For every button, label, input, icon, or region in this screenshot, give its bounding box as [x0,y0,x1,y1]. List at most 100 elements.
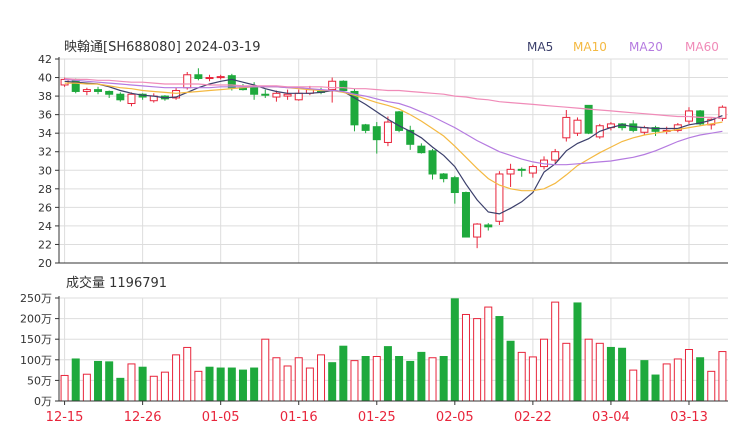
candle-body [718,106,727,119]
volume-tick-label: 200万 [20,313,52,326]
x-tick-label: 01-05 [202,410,240,425]
volume-tick-label: 100万 [20,354,52,367]
volume-bar [584,338,593,402]
volume-bar [294,357,303,402]
volume-bar [629,369,638,402]
volume-bar [60,374,69,402]
volume-bar [383,346,392,402]
volume-bar [551,301,560,402]
price-tick-label: 40 [38,72,52,85]
candle-body [71,78,80,92]
volume-bar [116,377,125,402]
price-tick-label: 22 [38,238,52,251]
volume-bar [528,356,537,402]
volume-bar [138,366,147,402]
volume-bar [651,374,660,402]
volume-tick-label: 50万 [27,374,52,387]
volume-y-axis: 0万 50万 100万 150万 200万 250万 [20,292,60,408]
legend-item: MA60 [685,40,719,54]
x-tick-label: 12-26 [124,410,162,425]
price-tick-label: 42 [38,53,52,66]
candle-body [328,80,337,91]
price-tick-label: 36 [38,109,52,122]
candle-body [372,126,381,141]
volume-bar [696,357,705,402]
volume-bar [227,367,236,402]
volume-bar [238,369,247,402]
legend-item: MA20 [629,40,663,54]
candle-body [651,127,660,132]
candle-body [361,124,370,131]
date-x-axis: 12-15 12-26 01-05 01-16 01-25 02-05 02-22 03-04… [46,400,728,425]
candle-body [172,90,181,99]
ma-line [64,77,723,119]
volume-bar [160,371,169,402]
x-tick-label: 02-22 [514,410,552,425]
x-tick-label: 02-05 [436,410,474,425]
volume-bar [339,345,348,402]
candle-body [261,93,270,96]
price-tick-label: 38 [38,90,52,103]
x-tick-label: 03-04 [592,410,630,425]
candle-body [573,119,582,134]
price-tick-label: 20 [38,257,52,270]
candle-body [417,145,426,154]
candle-body [395,111,404,131]
volume-bar [216,367,225,402]
candle-body [406,129,415,145]
volume-bar [450,298,459,402]
volume-bar [540,338,549,402]
price-tick-label: 24 [38,220,52,233]
candle-body [473,223,482,238]
volume-bar [673,358,682,402]
candle-body [461,192,470,238]
volume-bar [684,349,693,402]
candle-body [428,150,437,175]
volume-bar [428,357,437,402]
volume-bar [707,370,716,402]
candle-body [707,118,716,126]
volume-bar [283,365,292,402]
volume-bar [194,370,203,402]
volume-tick-label: 0万 [34,395,52,408]
candle-body [116,93,125,101]
candle-body [450,177,459,194]
candle-body [272,92,281,98]
volume-bar [618,347,627,402]
volume-bar [127,363,136,402]
candle-body [339,80,348,92]
volume-bar [250,367,259,402]
legend-item: MA5 [527,40,553,54]
volume-bar [350,360,359,402]
volume-bar [718,351,727,402]
candle-body [60,78,69,86]
x-tick-label: 03-13 [670,410,708,425]
price-tick-label: 32 [38,146,52,159]
volume-bar [94,360,103,402]
candle-body [506,168,515,175]
candle-body [439,173,448,180]
candle-body [383,121,392,143]
volume-grid [59,297,728,402]
price-tick-label: 34 [38,127,52,140]
volume-bar [328,362,337,402]
price-tick-label: 28 [38,183,52,196]
candle-body [294,92,303,101]
candle-body [584,104,593,134]
volume-bar [317,354,326,402]
volume-bar [562,342,571,402]
candle-body [517,168,526,171]
ma-line [64,82,723,192]
volume-bar [417,351,426,402]
candle-body [205,77,214,80]
chart-title: 映翰通[SH688080] 2024-03-19 [64,40,260,55]
candle-body [216,76,225,79]
volume-bar [261,338,270,402]
volume-bar [172,354,181,402]
volume-title: 成交量 1196791 [66,275,167,291]
candle-body [350,90,359,126]
candle-body [94,89,103,92]
volume-bar [406,360,415,402]
